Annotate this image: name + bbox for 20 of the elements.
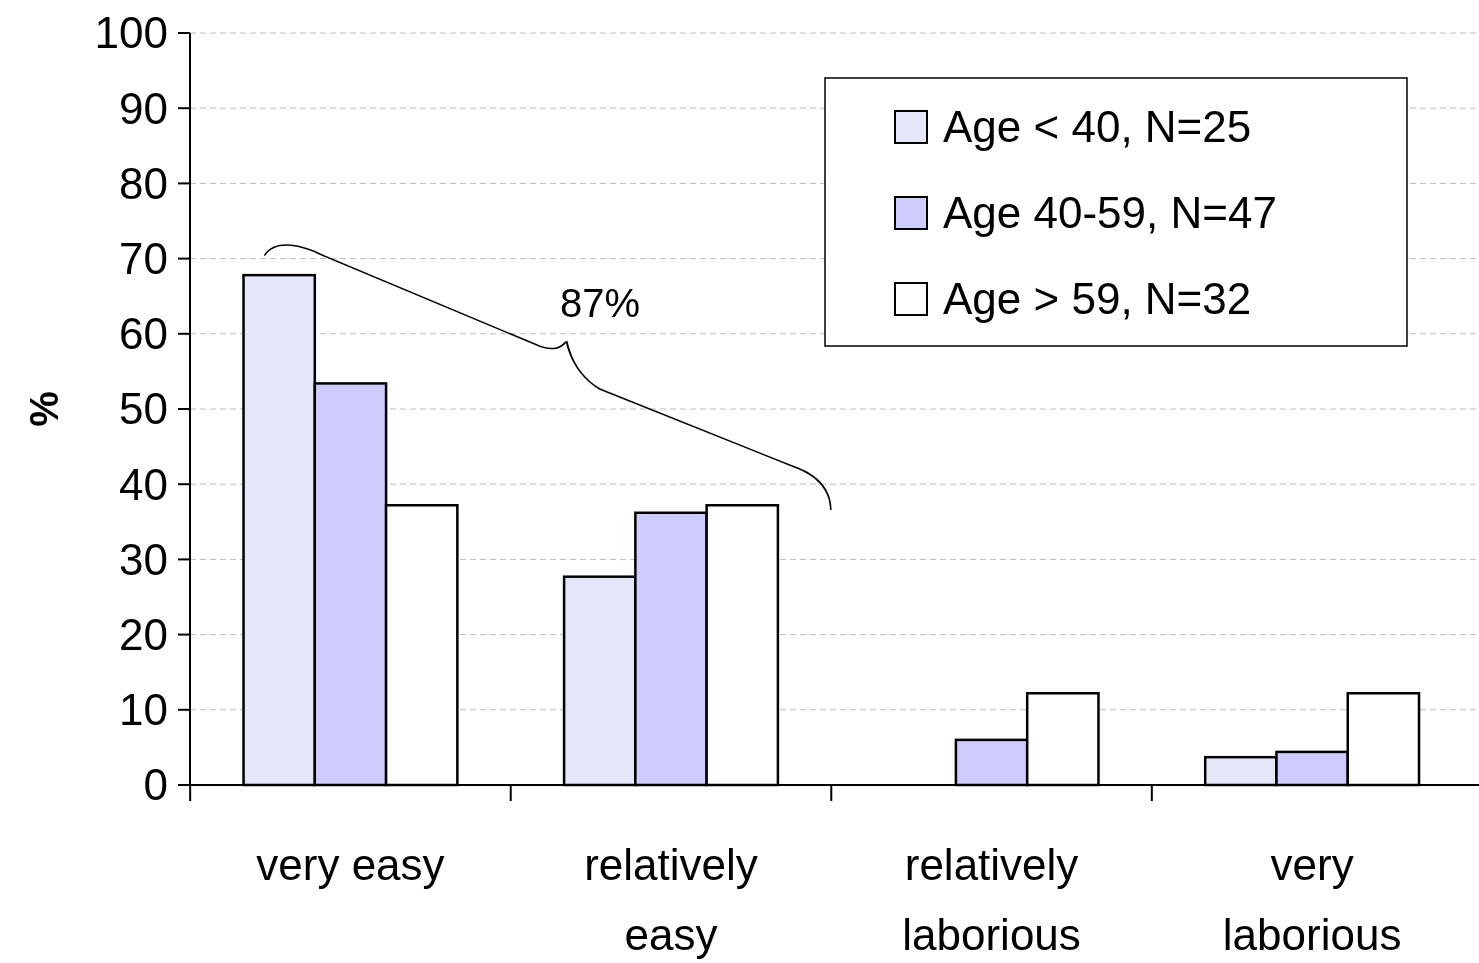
- y-tick-label: 100: [94, 8, 168, 58]
- x-tick-label: relatively easy: [584, 840, 758, 959]
- x-tick-label: very easy: [256, 840, 445, 889]
- x-tick-label: relatively laborious: [902, 840, 1081, 959]
- annotation: 87%: [559, 281, 641, 325]
- y-tick-label: 80: [119, 158, 168, 208]
- y-axis-title: %: [22, 391, 66, 427]
- y-tick-label: 90: [119, 83, 168, 133]
- y-tick-label: 50: [119, 384, 168, 434]
- legend-label: Age > 59, N=32: [943, 274, 1252, 324]
- y-tick-label: 10: [119, 685, 168, 735]
- y-tick-label: 0: [143, 760, 168, 810]
- y-tick-label: 30: [119, 534, 168, 584]
- y-tick-label: 70: [119, 234, 168, 283]
- x-tick-label: very laborious: [1222, 840, 1402, 959]
- y-tick-label: 20: [119, 610, 168, 659]
- legend-label: Age < 40, N=25: [943, 102, 1252, 152]
- legend-label: Age 40-59, N=47: [943, 188, 1277, 238]
- y-tick-label: 40: [119, 459, 168, 509]
- y-tick-label: 60: [119, 309, 168, 359]
